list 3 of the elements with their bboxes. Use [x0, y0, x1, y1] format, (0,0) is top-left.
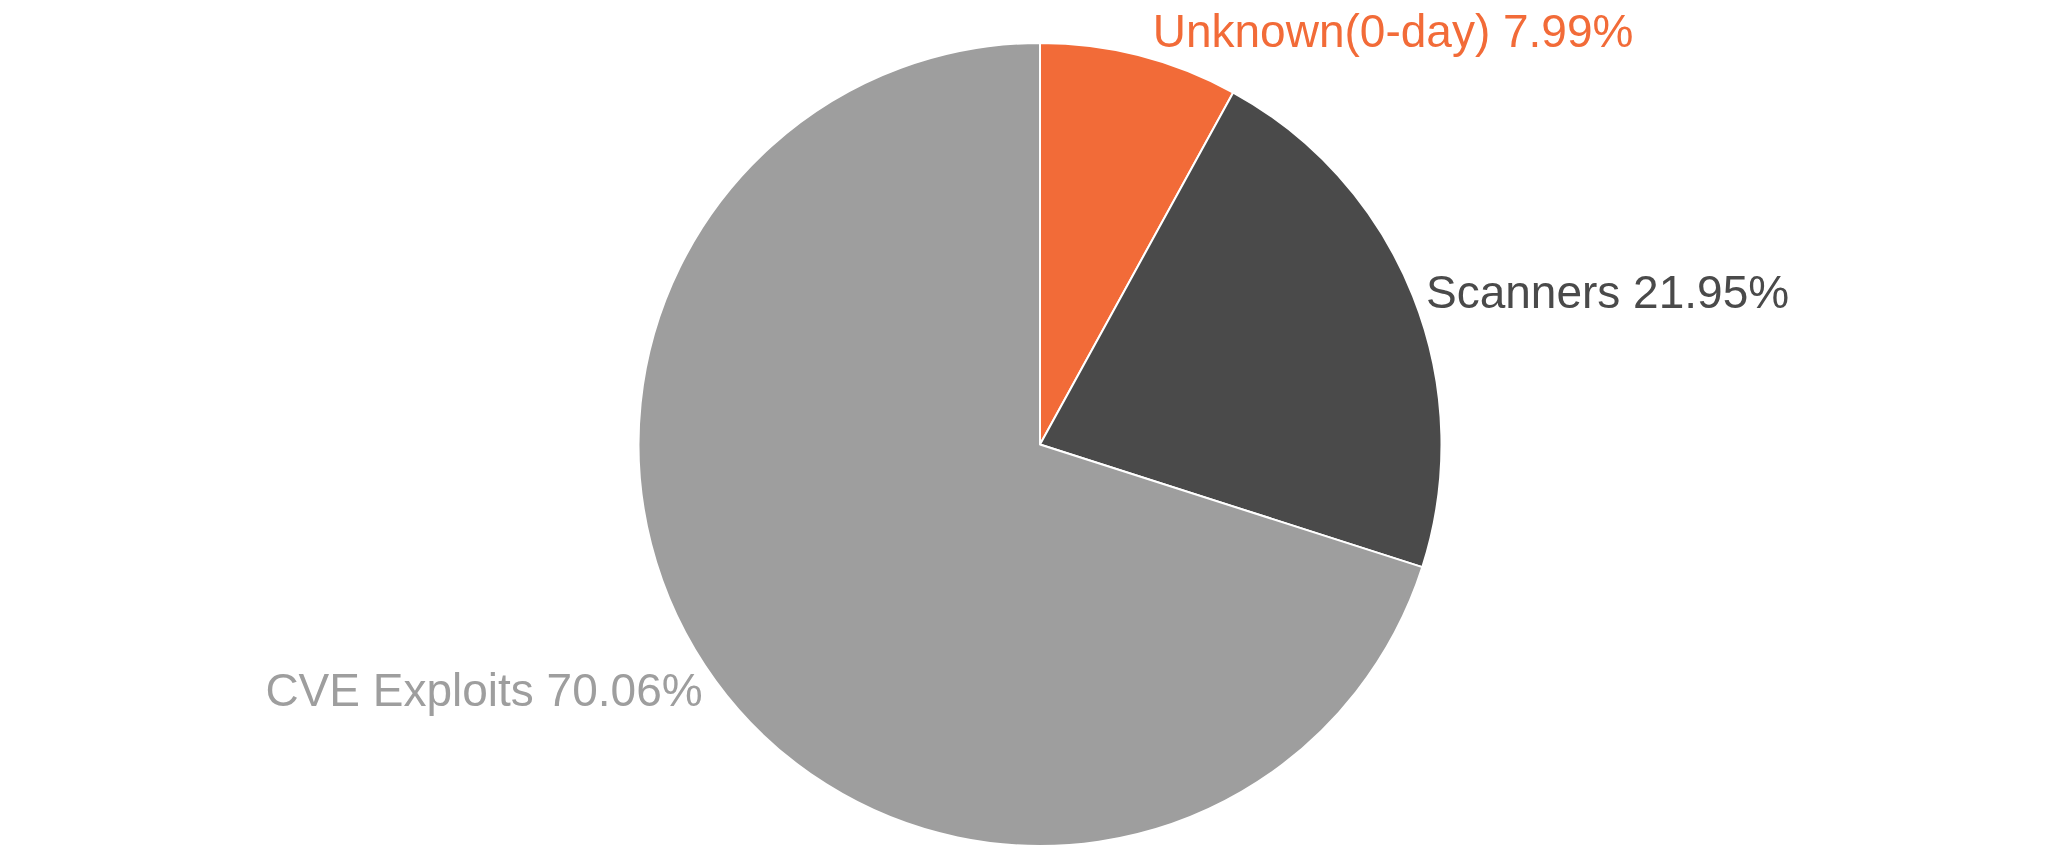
slice-label: Unknown(0-day) 7.99%: [1152, 5, 1634, 58]
slice-label: Scanners 21.95%: [1425, 266, 1790, 319]
slice-label: CVE Exploits 70.06%: [265, 664, 703, 717]
